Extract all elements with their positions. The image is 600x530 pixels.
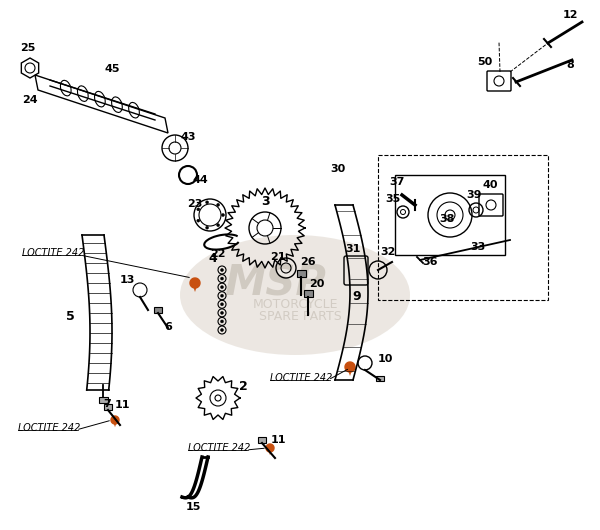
- Text: 13: 13: [119, 275, 134, 285]
- Text: 5: 5: [65, 310, 74, 323]
- Circle shape: [197, 219, 200, 222]
- Text: 45: 45: [104, 64, 120, 74]
- Circle shape: [221, 269, 223, 271]
- Text: MOTORCYCLE: MOTORCYCLE: [252, 298, 338, 312]
- Text: MSP: MSP: [224, 262, 326, 304]
- Circle shape: [221, 303, 223, 306]
- Polygon shape: [190, 278, 200, 288]
- Text: 35: 35: [385, 194, 401, 204]
- Text: 11: 11: [114, 400, 130, 410]
- Circle shape: [221, 294, 223, 297]
- Bar: [297, 270, 306, 277]
- Text: 50: 50: [478, 57, 493, 67]
- Text: 33: 33: [470, 242, 485, 252]
- Text: 6: 6: [164, 322, 172, 332]
- Polygon shape: [111, 416, 119, 424]
- Circle shape: [206, 226, 209, 229]
- Text: 22: 22: [210, 249, 226, 259]
- Text: 8: 8: [566, 60, 574, 70]
- Text: 23: 23: [187, 199, 203, 209]
- Text: 39: 39: [466, 190, 482, 200]
- Text: 30: 30: [331, 164, 346, 174]
- Text: 3: 3: [260, 195, 269, 208]
- Text: 15: 15: [185, 502, 200, 512]
- Text: 9: 9: [353, 290, 361, 303]
- Circle shape: [221, 329, 223, 331]
- Ellipse shape: [180, 235, 410, 355]
- Circle shape: [197, 208, 200, 211]
- Text: LOCTITE 242: LOCTITE 242: [22, 248, 85, 258]
- Circle shape: [221, 286, 223, 289]
- Text: 21: 21: [270, 252, 286, 262]
- Polygon shape: [347, 368, 353, 376]
- Text: 2: 2: [239, 380, 247, 393]
- Circle shape: [221, 277, 223, 280]
- Text: 4: 4: [209, 252, 217, 265]
- Bar: [378, 155, 548, 300]
- Text: 10: 10: [377, 354, 392, 364]
- Text: 31: 31: [346, 244, 361, 254]
- Bar: [154, 307, 162, 313]
- Bar: [304, 290, 313, 297]
- Text: LOCTITE 242: LOCTITE 242: [188, 443, 250, 453]
- Circle shape: [217, 204, 220, 206]
- Text: 25: 25: [20, 43, 35, 53]
- Polygon shape: [113, 421, 117, 427]
- Text: 38: 38: [439, 214, 455, 224]
- Text: 11: 11: [270, 435, 286, 445]
- Text: 20: 20: [310, 279, 325, 289]
- Bar: [99, 397, 108, 403]
- Circle shape: [221, 214, 224, 216]
- Polygon shape: [266, 444, 274, 452]
- Polygon shape: [345, 362, 355, 372]
- Circle shape: [221, 311, 223, 314]
- Text: 26: 26: [300, 257, 316, 267]
- Text: 7: 7: [103, 399, 111, 409]
- Bar: [104, 404, 112, 410]
- Bar: [376, 376, 384, 381]
- Bar: [395, 175, 505, 255]
- Text: 40: 40: [482, 180, 498, 190]
- Polygon shape: [268, 449, 272, 455]
- Text: 24: 24: [22, 95, 38, 105]
- Text: 37: 37: [389, 177, 404, 187]
- Circle shape: [221, 320, 223, 323]
- Text: SPARE PARTS: SPARE PARTS: [259, 310, 341, 322]
- Circle shape: [217, 224, 220, 227]
- Text: 12: 12: [562, 10, 578, 20]
- Circle shape: [206, 201, 209, 204]
- Text: LOCTITE 242: LOCTITE 242: [18, 423, 80, 433]
- Text: 36: 36: [422, 257, 438, 267]
- Text: 32: 32: [380, 247, 395, 257]
- Text: 44: 44: [192, 175, 208, 185]
- Bar: [258, 437, 266, 443]
- Polygon shape: [193, 285, 197, 292]
- Text: 43: 43: [180, 132, 196, 142]
- Text: LOCTITE 242: LOCTITE 242: [270, 373, 332, 383]
